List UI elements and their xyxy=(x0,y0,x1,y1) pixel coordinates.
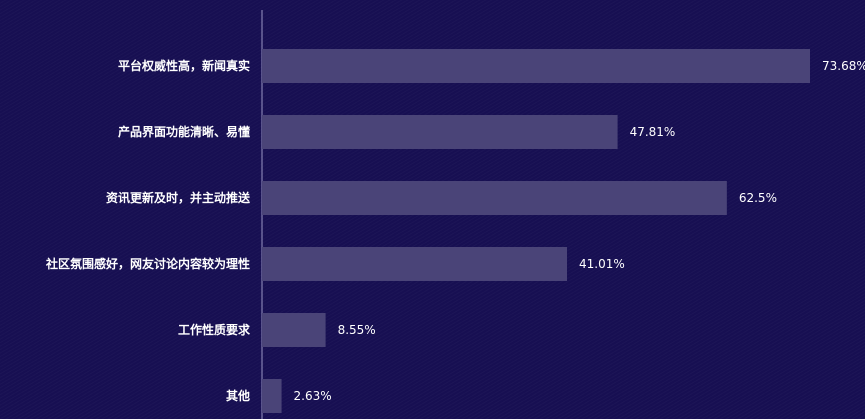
value-label-1: 47.81% xyxy=(630,125,676,139)
bar-3 xyxy=(262,247,568,281)
value-label-5: 2.63% xyxy=(294,389,332,403)
value-label-2: 62.5% xyxy=(739,191,777,205)
bars-group xyxy=(262,49,810,413)
category-label-5: 其他 xyxy=(226,388,250,403)
category-label-3: 社区氛围感好，网友讨论内容较为理性 xyxy=(45,256,250,271)
bar-1 xyxy=(262,115,618,149)
category-labels: 平台权威性高，新闻真实产品界面功能清晰、易懂资讯更新及时，并主动推送社区氛围感好… xyxy=(45,58,251,403)
value-label-3: 41.01% xyxy=(579,257,625,271)
category-label-1: 产品界面功能清晰、易懂 xyxy=(118,124,250,139)
bar-5 xyxy=(262,379,282,413)
bar-2 xyxy=(262,181,727,215)
value-label-4: 8.55% xyxy=(338,323,376,337)
category-label-2: 资讯更新及时，并主动推送 xyxy=(106,190,251,205)
bar-0 xyxy=(262,49,810,83)
value-label-0: 73.68% xyxy=(822,59,865,73)
category-label-4: 工作性质要求 xyxy=(178,322,251,337)
category-label-0: 平台权威性高，新闻真实 xyxy=(118,58,250,73)
value-labels: 73.68% 47.81% 62.5% 41.01% 8.55% 2.63% xyxy=(294,59,865,403)
bar-4 xyxy=(262,313,326,347)
